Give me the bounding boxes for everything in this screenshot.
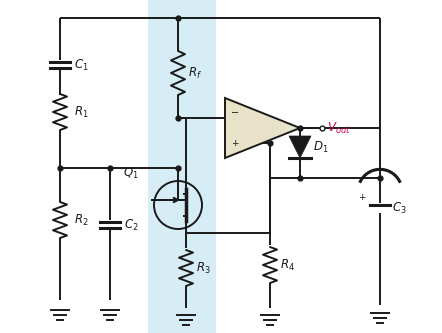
Text: $V_{out}$: $V_{out}$ [327,121,351,136]
Text: −: − [231,108,239,118]
Text: $C_2$: $C_2$ [124,217,139,232]
Text: $Q_1$: $Q_1$ [123,166,139,180]
Polygon shape [225,98,300,158]
Bar [148,0,216,333]
Text: $C_3$: $C_3$ [392,200,407,215]
Text: +: + [231,139,239,148]
Text: $C_1$: $C_1$ [74,58,89,73]
Text: $R_4$: $R_4$ [280,257,295,272]
Text: $D_1$: $D_1$ [313,140,328,155]
Polygon shape [289,136,311,158]
Text: $R_3$: $R_3$ [196,260,211,275]
Text: $R_1$: $R_1$ [74,105,89,120]
Text: $R_2$: $R_2$ [74,212,88,227]
Text: $R_f$: $R_f$ [188,66,202,81]
Text: +: + [358,193,366,202]
